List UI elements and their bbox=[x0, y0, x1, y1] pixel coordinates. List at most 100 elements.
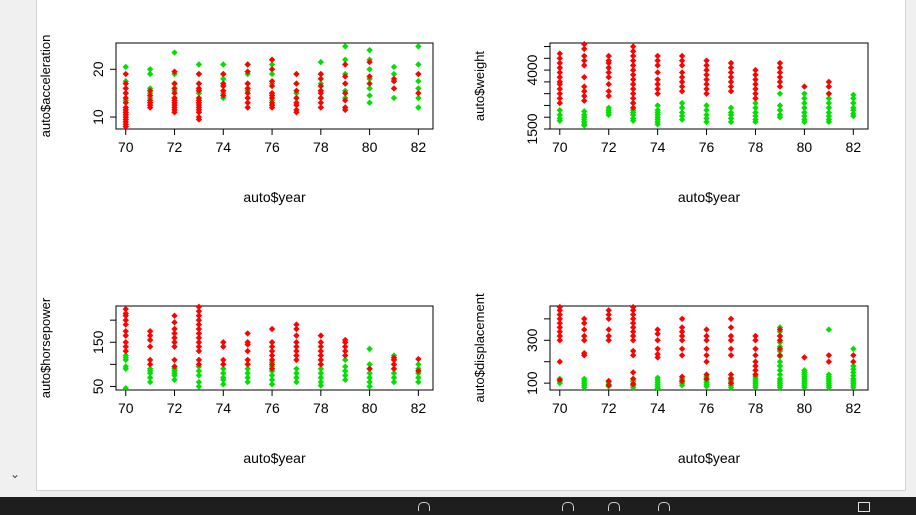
data-point bbox=[366, 73, 373, 80]
data-point bbox=[268, 66, 276, 73]
data-point bbox=[195, 330, 203, 337]
user-icon[interactable] bbox=[418, 502, 430, 511]
data-point bbox=[171, 49, 178, 56]
data-point bbox=[776, 332, 784, 340]
data-point bbox=[776, 345, 784, 353]
data-point bbox=[654, 90, 661, 97]
data-point bbox=[342, 106, 349, 114]
data-point bbox=[727, 104, 735, 111]
data-point bbox=[850, 99, 857, 107]
data-point bbox=[703, 118, 710, 126]
data-point bbox=[171, 339, 178, 346]
data-point bbox=[293, 343, 300, 350]
data-point bbox=[415, 374, 422, 381]
data-point bbox=[268, 61, 276, 68]
data-point bbox=[195, 312, 203, 319]
data-point bbox=[727, 324, 735, 331]
data-point bbox=[342, 73, 349, 80]
data-point bbox=[415, 89, 422, 97]
pen-icon[interactable] bbox=[658, 502, 670, 511]
data-point bbox=[556, 73, 563, 81]
data-point bbox=[390, 365, 398, 372]
data-point bbox=[122, 123, 129, 130]
data-point bbox=[703, 71, 710, 79]
data-point bbox=[776, 69, 784, 76]
data-point bbox=[293, 321, 300, 328]
data-point bbox=[146, 87, 154, 94]
data-point bbox=[556, 319, 563, 327]
x-axis-label: auto$year bbox=[678, 189, 741, 205]
data-point bbox=[195, 356, 203, 364]
data-point bbox=[317, 374, 325, 381]
x-axis-label: auto$year bbox=[243, 450, 306, 466]
data-point bbox=[678, 324, 686, 331]
x-tick-label: 82 bbox=[411, 139, 427, 155]
data-point bbox=[776, 83, 784, 90]
data-point bbox=[581, 337, 588, 344]
x-tick-label: 70 bbox=[552, 400, 568, 416]
data-point bbox=[581, 92, 588, 100]
data-point bbox=[366, 92, 373, 99]
data-point bbox=[678, 69, 686, 76]
data-point bbox=[605, 59, 612, 67]
data-point bbox=[605, 73, 612, 81]
data-point bbox=[776, 114, 784, 121]
data-point bbox=[581, 326, 588, 333]
data-point bbox=[366, 46, 373, 54]
chevron-down-icon[interactable]: ⌄ bbox=[9, 467, 21, 481]
data-point bbox=[293, 374, 300, 381]
data-point bbox=[727, 375, 735, 383]
data-point bbox=[727, 88, 735, 95]
data-point bbox=[342, 352, 349, 359]
data-point bbox=[366, 345, 373, 353]
data-point bbox=[678, 377, 686, 385]
data-point bbox=[776, 326, 784, 333]
data-point bbox=[605, 311, 612, 318]
data-point bbox=[727, 59, 735, 67]
data-point bbox=[342, 363, 349, 370]
data-point bbox=[629, 85, 637, 93]
data-point bbox=[850, 362, 857, 370]
data-point bbox=[220, 356, 227, 364]
data-point bbox=[605, 332, 612, 340]
data-point bbox=[752, 85, 759, 93]
data-point bbox=[825, 352, 833, 359]
data-point bbox=[752, 337, 759, 344]
data-point bbox=[801, 354, 808, 361]
data-point bbox=[171, 363, 178, 370]
panel-3: 70 72 74 76 78 80 82 100 300 auto$year auto$displa… bbox=[472, 293, 869, 466]
notification-icon[interactable] bbox=[858, 502, 870, 512]
data-point bbox=[703, 337, 710, 344]
data-point bbox=[703, 371, 710, 378]
data-point bbox=[220, 82, 227, 90]
data-point bbox=[293, 109, 300, 116]
data-point bbox=[727, 78, 735, 86]
network-icon[interactable] bbox=[608, 502, 620, 511]
y-tick-label: 50 bbox=[90, 378, 106, 394]
data-point bbox=[752, 71, 759, 79]
data-point bbox=[556, 95, 563, 102]
data-point bbox=[703, 106, 710, 114]
y-tick-label: 4000 bbox=[524, 54, 540, 85]
data-point bbox=[678, 345, 686, 353]
data-point bbox=[629, 324, 637, 331]
data-point bbox=[801, 99, 808, 107]
scrollbar[interactable]: ⌄ bbox=[0, 0, 34, 497]
x-tick-label: 74 bbox=[650, 400, 666, 416]
data-point bbox=[556, 69, 563, 76]
data-point bbox=[703, 332, 710, 340]
data-point bbox=[605, 307, 612, 314]
x-tick-label: 82 bbox=[846, 400, 862, 416]
data-point bbox=[581, 52, 588, 60]
speaker-icon[interactable] bbox=[562, 502, 574, 511]
data-point bbox=[752, 104, 759, 111]
data-point bbox=[654, 62, 661, 69]
data-point bbox=[244, 330, 251, 337]
data-point bbox=[629, 57, 637, 64]
data-point bbox=[415, 94, 422, 102]
data-point bbox=[654, 81, 661, 88]
data-point bbox=[268, 325, 276, 333]
data-point bbox=[752, 352, 759, 359]
data-point bbox=[727, 83, 735, 90]
data-point bbox=[776, 64, 784, 71]
